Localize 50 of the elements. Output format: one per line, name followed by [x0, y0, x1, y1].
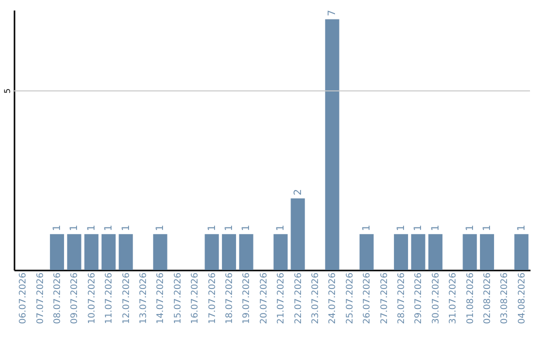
data-label: 1 — [224, 224, 235, 232]
x-tick-label: 14.07.2026 — [156, 272, 166, 324]
x-tick-label: 19.07.2026 — [242, 272, 252, 324]
data-label: 1 — [430, 224, 442, 232]
x-tick-label: 13.07.2026 — [139, 272, 149, 324]
data-label: 1 — [241, 224, 252, 232]
x-tick-label: 20.07.2026 — [259, 272, 270, 324]
x-tick-label: 08.07.2026 — [53, 272, 63, 324]
x-tick-label: 02.08.2026 — [483, 272, 493, 324]
x-tick-label: 23.07.2026 — [311, 272, 321, 324]
x-tick-label: 04.08.2026 — [517, 272, 528, 324]
data-label: 1 — [104, 224, 115, 232]
data-label: 1 — [464, 224, 476, 232]
x-tick-label: 09.07.2026 — [70, 272, 80, 324]
x-tick-label: 12.07.2026 — [122, 272, 132, 324]
x-tick-label: 25.07.2026 — [345, 272, 356, 324]
x-tick-label: 24.07.2026 — [328, 272, 338, 324]
data-label: 1 — [155, 224, 166, 232]
data-label: 1 — [52, 224, 63, 232]
data-label: 1 — [206, 224, 218, 232]
x-tick-label: 22.07.2026 — [294, 272, 304, 324]
data-label: 1 — [362, 224, 373, 232]
data-label: 1 — [413, 224, 424, 232]
data-label: 1 — [276, 224, 287, 232]
x-tick-label: 11.07.2026 — [104, 272, 115, 324]
x-tick-label: 10.07.2026 — [87, 272, 98, 324]
x-tick-label: 03.08.2026 — [500, 272, 510, 324]
x-tick-label: 31.07.2026 — [448, 272, 459, 324]
ref-line-label: 5 — [3, 88, 12, 94]
x-tick-label: 07.07.2026 — [36, 272, 46, 324]
x-tick-label: 28.07.2026 — [397, 272, 407, 324]
x-tick-label: 29.07.2026 — [414, 272, 424, 324]
data-label: 2 — [292, 189, 304, 196]
data-label: 1 — [482, 224, 493, 232]
x-tick-label: 16.07.2026 — [190, 272, 201, 324]
x-tick-label: 15.07.2026 — [173, 272, 184, 324]
x-tick-label: 17.07.2026 — [208, 272, 218, 324]
x-tick-label: 30.07.2026 — [431, 272, 442, 324]
data-label: 1 — [86, 224, 98, 232]
data-label: 7 — [327, 10, 338, 16]
data-label: 1 — [516, 224, 528, 232]
x-tick-label: 18.07.2026 — [225, 272, 235, 324]
x-tick-label: 01.08.2026 — [466, 272, 476, 324]
x-tick-label: 26.07.2026 — [362, 272, 373, 324]
data-label: 1 — [120, 224, 132, 232]
data-label: 1 — [396, 224, 407, 232]
data-label: 1 — [69, 224, 80, 232]
x-tick-label: 06.07.2026 — [18, 272, 29, 324]
x-tick-label: 27.07.2026 — [380, 272, 390, 324]
x-tick-label: 21.07.2026 — [276, 272, 287, 324]
